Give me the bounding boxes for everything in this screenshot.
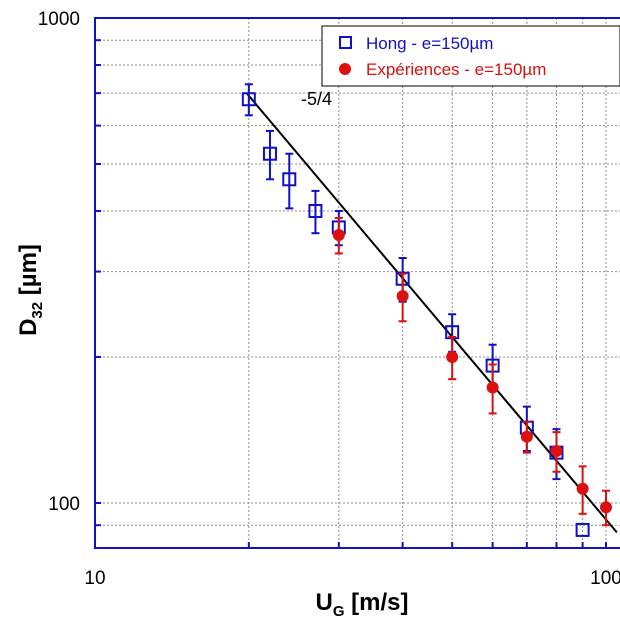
- legend-marker-hong: [339, 36, 352, 49]
- y-tick-label: 1000: [38, 9, 80, 30]
- experiences-point: [520, 430, 533, 443]
- x-axis-title-main: U: [315, 589, 332, 616]
- legend-entry-experiences: Expériences - e=150µm: [366, 60, 546, 79]
- data-points: [241, 83, 612, 537]
- y-axis-title-unit: [µm]: [15, 244, 42, 302]
- fit-line-group: [245, 92, 618, 533]
- x-tick-label: 100: [590, 568, 620, 589]
- hong-point: [575, 522, 590, 537]
- legend-entry-hong: Hong - e=150µm: [366, 34, 493, 53]
- y-tick-labels: 100 1000: [38, 9, 80, 515]
- slope-annotation: -5/4: [301, 89, 332, 109]
- experiences-point: [576, 482, 589, 495]
- y-axis-title-main: D: [15, 319, 42, 336]
- x-tick-labels: 10 100: [84, 568, 620, 589]
- experiences-point: [446, 351, 459, 364]
- experiences-point: [600, 501, 612, 514]
- hong-point: [308, 204, 323, 219]
- y-tick-label: 100: [48, 494, 80, 515]
- x-tick-label: 10: [84, 568, 105, 589]
- grid: [95, 18, 620, 548]
- experiences-point: [396, 290, 409, 303]
- legend-marker-experiences: [339, 63, 351, 75]
- x-axis-title-sub: G: [333, 603, 345, 620]
- x-axis-title: UG [m/s]: [315, 589, 408, 620]
- hong-point: [241, 92, 256, 107]
- y-axis-title: D32 [µm]: [15, 244, 46, 336]
- x-axis-title-unit: [m/s]: [345, 589, 409, 616]
- experiences-point: [550, 445, 563, 458]
- fit-line: [245, 92, 618, 533]
- legend: Hong - e=150µm Expériences - e=150µm: [321, 25, 620, 87]
- experiences-point: [486, 381, 499, 394]
- hong-point: [282, 172, 297, 187]
- legend-box: [321, 25, 620, 87]
- hong-point: [262, 146, 277, 161]
- plot-frame: [94, 17, 620, 549]
- experiences-point: [332, 228, 345, 241]
- y-axis-title-sub: 32: [29, 302, 46, 319]
